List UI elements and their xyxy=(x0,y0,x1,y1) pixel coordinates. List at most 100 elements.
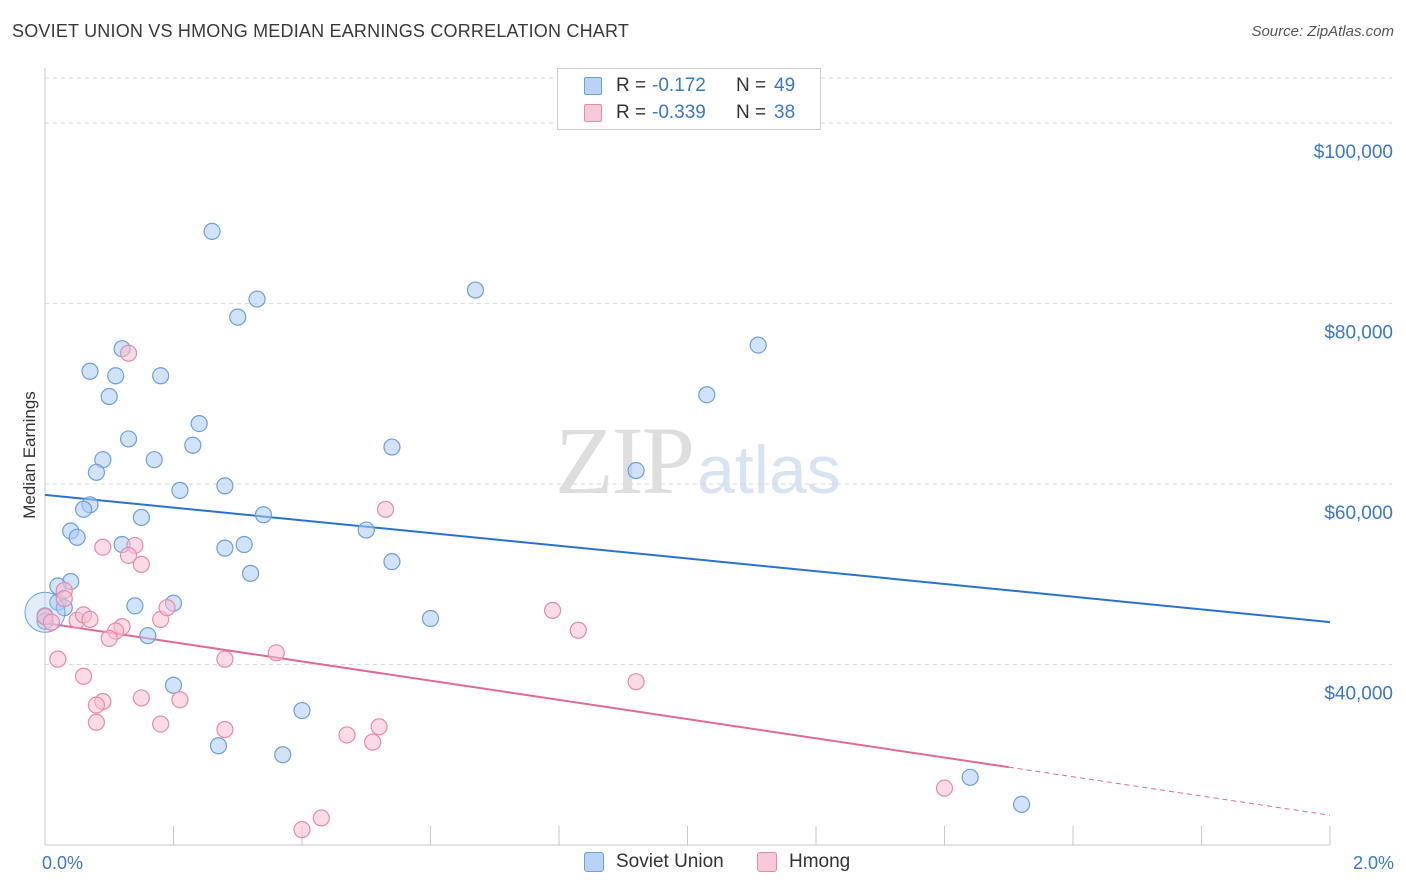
trend-line-soviet-union xyxy=(44,493,1331,624)
data-point-hmong xyxy=(119,546,138,564)
x-tick-label-min: 0.0% xyxy=(42,853,83,873)
data-point-soviet-union xyxy=(119,430,138,448)
data-point-soviet-union xyxy=(132,508,150,527)
data-point-hmong xyxy=(312,809,330,827)
data-point-soviet-union xyxy=(139,627,157,645)
legend-r-label: R = xyxy=(616,75,647,96)
data-point-soviet-union xyxy=(68,528,86,546)
x-tick-labels: 0.0% 2.0% xyxy=(42,853,1394,873)
data-point-hmong xyxy=(81,610,99,629)
data-point-hmong xyxy=(569,621,587,639)
data-point-soviet-union xyxy=(383,438,401,456)
legend-label-hmong: Hmong xyxy=(789,851,851,872)
data-point-hmong xyxy=(100,629,118,647)
data-point-soviet-union xyxy=(242,564,260,582)
legend-n-label: N = xyxy=(736,75,767,96)
data-point-hmong xyxy=(87,696,106,714)
data-point-soviet-union xyxy=(421,609,440,628)
legend-item-hmong[interactable]: Hmong xyxy=(757,851,850,873)
series-soviet-union-points xyxy=(24,222,1031,813)
data-point-soviet-union xyxy=(145,451,163,469)
data-point-hmong xyxy=(216,720,234,739)
data-point-soviet-union xyxy=(184,436,202,454)
data-point-soviet-union xyxy=(190,415,208,433)
data-point-soviet-union xyxy=(383,553,401,571)
data-point-hmong xyxy=(87,713,106,731)
y-tick-label: $100,000 xyxy=(1314,142,1393,163)
x-tick-label-max: 2.0% xyxy=(1353,853,1394,873)
data-point-soviet-union xyxy=(164,676,183,694)
data-point-soviet-union xyxy=(293,701,311,720)
data-point-soviet-union xyxy=(357,521,375,539)
data-point-hmong xyxy=(132,689,150,707)
watermark: ZIPatlas xyxy=(555,405,841,516)
legend-swatch-soviet-union xyxy=(584,77,602,95)
y-tick-labels: $40,000 $60,000 $80,000 $100,000 xyxy=(1314,142,1393,704)
data-point-hmong xyxy=(49,650,67,668)
data-point-soviet-union xyxy=(229,308,247,326)
data-point-soviet-union xyxy=(1012,795,1031,813)
data-point-hmong xyxy=(376,500,395,518)
watermark-zip: ZIP xyxy=(555,407,695,514)
data-point-soviet-union xyxy=(87,463,106,481)
legend-r-value: -0.172 xyxy=(652,75,706,96)
y-tick-label: $60,000 xyxy=(1324,503,1393,524)
watermark-atlas: atlas xyxy=(697,432,841,508)
data-point-hmong xyxy=(55,590,73,608)
data-point-soviet-union xyxy=(235,535,253,554)
data-point-soviet-union xyxy=(254,506,273,524)
legend-swatch-hmong xyxy=(584,104,602,122)
legend-swatch-hmong xyxy=(757,852,777,872)
data-point-hmong xyxy=(42,613,61,631)
legend-n-value: 38 xyxy=(774,102,796,123)
axes xyxy=(44,68,1331,846)
data-point-hmong xyxy=(935,779,954,797)
legend-row-soviet-union: R = -0.172 N = 49 xyxy=(558,74,795,98)
trend-line-extension-hmong xyxy=(1008,766,1331,816)
data-point-hmong xyxy=(216,650,234,668)
data-point-soviet-union xyxy=(100,387,118,406)
data-point-soviet-union xyxy=(81,362,99,380)
data-point-soviet-union xyxy=(216,477,234,495)
data-point-soviet-union xyxy=(126,597,144,615)
data-point-soviet-union xyxy=(216,539,234,557)
legend-swatch-soviet-union xyxy=(584,852,604,872)
data-point-hmong xyxy=(74,667,93,685)
legend-n-value: 49 xyxy=(774,75,796,96)
legend-item-soviet-union[interactable]: Soviet Union xyxy=(584,851,724,873)
legend-n-label: N = xyxy=(736,102,767,123)
data-point-soviet-union xyxy=(74,500,93,518)
data-point-soviet-union xyxy=(749,336,767,354)
legend-r-value: -0.339 xyxy=(652,102,706,123)
y-tick-label: $80,000 xyxy=(1324,323,1393,344)
data-point-soviet-union xyxy=(698,386,716,404)
data-point-hmong xyxy=(338,726,356,744)
data-point-soviet-union xyxy=(274,746,292,764)
correlation-legend: R = -0.172 N = 49 R = -0.339 N = 38 xyxy=(557,68,821,130)
chart-title: SOVIET UNION VS HMONG MEDIAN EARNINGS CO… xyxy=(12,21,630,41)
data-point-hmong xyxy=(171,691,189,709)
data-point-hmong xyxy=(627,673,645,691)
data-point-hmong xyxy=(132,555,150,573)
data-point-hmong xyxy=(158,599,176,617)
legend-label-soviet-union: Soviet Union xyxy=(616,851,724,872)
legend-row-hmong: R = -0.339 N = 38 xyxy=(558,101,795,125)
data-point-hmong xyxy=(543,601,562,619)
y-tick-label: $40,000 xyxy=(1324,684,1393,705)
data-point-soviet-union xyxy=(627,461,645,480)
source-label: Source: ZipAtlas.com xyxy=(1251,23,1394,40)
series-hmong-points xyxy=(36,344,954,839)
data-point-hmong xyxy=(152,715,170,733)
data-point-hmong xyxy=(267,644,285,662)
data-point-soviet-union xyxy=(152,367,170,385)
data-point-soviet-union xyxy=(466,281,485,299)
legend-r-label: R = xyxy=(616,102,647,123)
data-point-soviet-union xyxy=(248,290,266,308)
trend-line-hmong xyxy=(44,622,1009,769)
data-point-hmong xyxy=(94,538,112,556)
data-point-soviet-union xyxy=(209,737,228,755)
data-point-hmong xyxy=(364,733,382,751)
data-point-soviet-union xyxy=(171,481,189,499)
data-point-soviet-union xyxy=(203,222,221,240)
